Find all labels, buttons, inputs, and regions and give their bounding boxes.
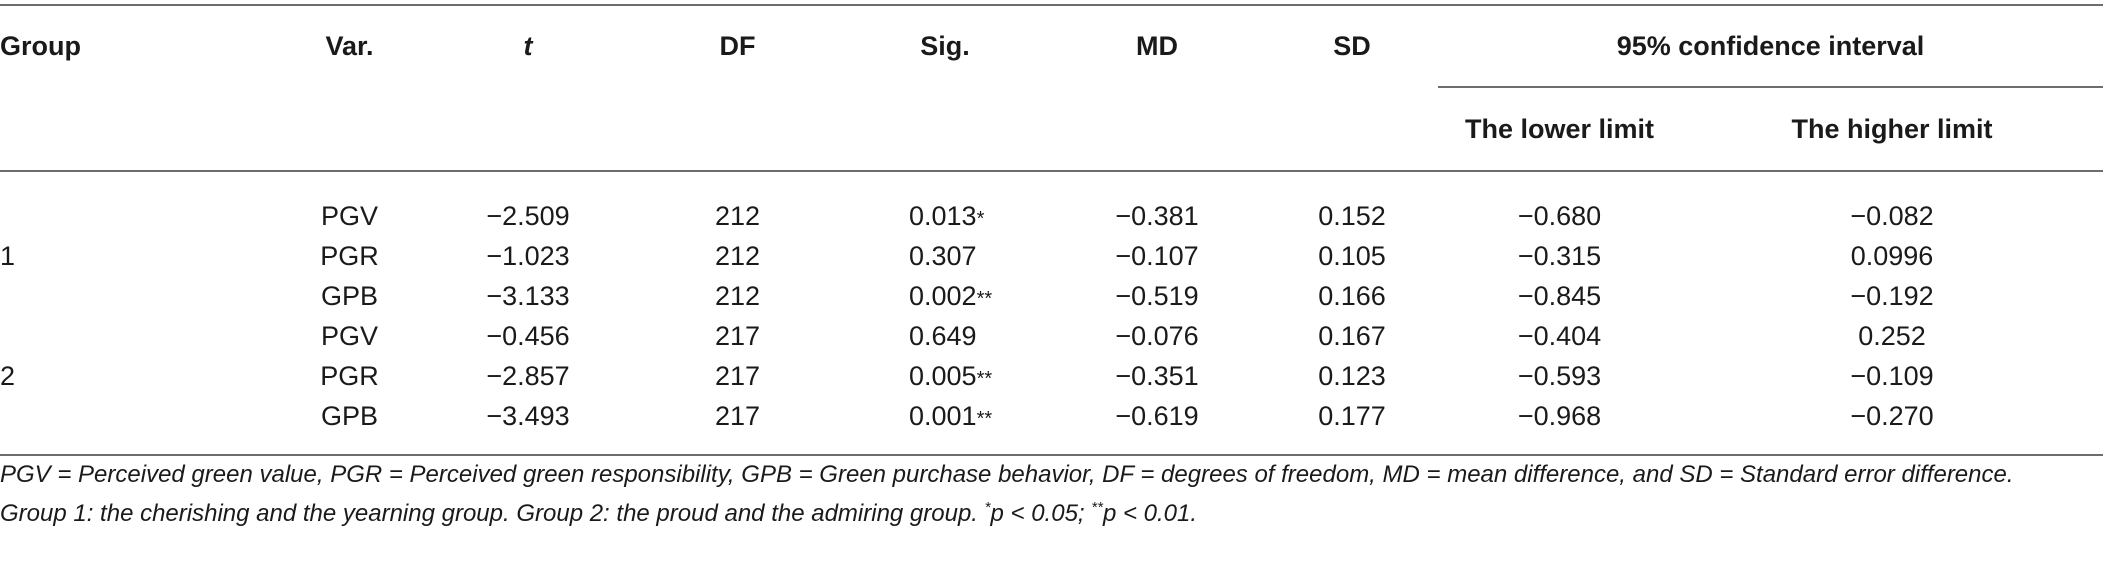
t-cell: −1.023 [486, 240, 570, 271]
group-cell [0, 396, 276, 456]
df-cell: 212 [714, 240, 761, 271]
higher-cell: 0.252 [1858, 320, 1926, 351]
sig-stars: * [976, 207, 985, 230]
higher-cell: −0.192 [1850, 280, 1934, 311]
header-t: t [423, 4, 633, 87]
sig-stars: ** [976, 407, 993, 430]
header-blank [842, 87, 1048, 172]
sig-cell: 0.002** [842, 276, 1048, 316]
header-higher-limit: The higher limit [1681, 87, 2103, 172]
md-cell: −0.381 [1115, 200, 1199, 231]
df-cell: 217 [714, 360, 761, 391]
t-test-table: Group Var. t DF Sig. MD SD 95% confidenc… [0, 4, 2103, 456]
t-cell: −3.133 [486, 280, 570, 311]
header-df: DF [633, 4, 842, 87]
higher-cell: −0.109 [1850, 360, 1934, 391]
var-cell: PGV [320, 320, 379, 351]
table-row: GPB −3.133 212 0.002** −0.519 0.166 −0.8… [0, 276, 2103, 316]
table-footnotes: PGV = Perceived green value, PGR = Perce… [0, 458, 2080, 530]
header-lower-limit: The lower limit [1438, 87, 1681, 172]
sig-cell: 0.013* [842, 171, 1048, 236]
sig-value: 0.013 [909, 200, 977, 231]
t-cell: −2.857 [486, 360, 570, 391]
higher-cell: 0.0996 [1850, 240, 1934, 271]
header-blank [633, 87, 842, 172]
footnote-abbreviations: PGV = Perceived green value, PGR = Perce… [0, 461, 2014, 488]
sd-cell: 0.123 [1318, 360, 1386, 391]
sig-value: 0.001 [909, 400, 977, 431]
lower-cell: −0.968 [1438, 396, 1681, 456]
header-blank [276, 87, 423, 172]
lower-cell: −0.680 [1517, 200, 1602, 231]
md-cell: −0.619 [1048, 396, 1266, 456]
header-group: Group [0, 4, 276, 87]
sig-cell: 0.649 [842, 316, 1048, 356]
df-cell: 217 [633, 396, 842, 456]
var-cell: GPB [276, 396, 423, 456]
header-var: Var. [276, 4, 423, 87]
t-cell: −0.456 [486, 320, 570, 351]
header-sd: SD [1266, 4, 1438, 87]
header-blank [1048, 87, 1266, 172]
sig-stars: ** [976, 367, 993, 390]
table-row: GPB −3.493 217 0.001** −0.619 0.177 −0.9… [0, 396, 2103, 456]
sig-cell: 0.307 [842, 236, 1048, 276]
sig-cell: 0.001** [842, 396, 1048, 456]
lower-cell: −0.845 [1517, 280, 1602, 311]
group-cell [0, 276, 276, 316]
header-blank [0, 87, 276, 172]
header-blank [423, 87, 633, 172]
md-cell: −0.519 [1115, 280, 1199, 311]
group-cell [0, 316, 276, 356]
md-cell: −0.351 [1115, 360, 1199, 391]
table-row: PGV −0.456 217 0.649 −0.076 0.167 −0.404… [0, 316, 2103, 356]
footnote-sig2-text: p < 0.01. [1102, 500, 1198, 527]
sd-cell: 0.166 [1318, 280, 1386, 311]
header-md: MD [1048, 4, 1266, 87]
var-cell: PGR [320, 240, 379, 271]
df-cell: 212 [714, 280, 761, 311]
sig-value: 0.649 [909, 320, 977, 351]
sig-value: 0.005 [909, 360, 977, 391]
footnote-sig1-text: p < 0.05; [990, 500, 1092, 527]
table-row: 2 PGR −2.857 217 0.005** −0.351 0.123 −0… [0, 356, 2103, 396]
group-cell [0, 171, 276, 236]
footnote-groups-text: Group 1: the cherishing and the yearning… [0, 500, 985, 527]
lower-cell: −0.593 [1517, 360, 1602, 391]
sig-value: 0.307 [909, 240, 977, 271]
sig-value: 0.002 [909, 280, 977, 311]
header-confidence-interval: 95% confidence interval [1438, 4, 2103, 88]
t-cell: −2.509 [486, 200, 570, 231]
lower-cell: −0.404 [1517, 320, 1602, 351]
sd-cell: 0.177 [1266, 396, 1438, 456]
table-header: Group Var. t DF Sig. MD SD 95% confidenc… [0, 4, 2103, 172]
sig-cell: 0.005** [842, 356, 1048, 396]
table-row: 1 PGR −1.023 212 0.307 −0.107 0.105 −0.3… [0, 236, 2103, 276]
md-cell: −0.107 [1115, 240, 1199, 271]
footnote-sig1-mark: * [984, 499, 991, 516]
sd-cell: 0.152 [1318, 200, 1386, 231]
footnote-sig2-mark: ** [1091, 499, 1103, 516]
group-cell: 1 [0, 240, 16, 271]
sig-stars: ** [976, 287, 993, 310]
footnote-groups: Group 1: the cherishing and the yearning… [0, 491, 2080, 530]
var-cell: PGR [320, 360, 379, 391]
sd-cell: 0.105 [1318, 240, 1386, 271]
md-cell: −0.076 [1115, 320, 1199, 351]
table-row: PGV −2.509 212 0.013* −0.381 0.152 −0.68… [0, 171, 2103, 236]
higher-cell: −0.270 [1681, 396, 2103, 456]
group-cell: 2 [0, 360, 16, 391]
higher-cell: −0.082 [1850, 200, 1934, 231]
var-cell: GPB [320, 280, 379, 311]
table-body: PGV −2.509 212 0.013* −0.381 0.152 −0.68… [0, 171, 2103, 456]
header-blank [1266, 87, 1438, 172]
sd-cell: 0.167 [1318, 320, 1386, 351]
var-cell: PGV [320, 200, 379, 231]
df-cell: 217 [714, 320, 761, 351]
header-sig: Sig. [842, 4, 1048, 87]
lower-cell: −0.315 [1517, 240, 1602, 271]
t-cell: −3.493 [423, 396, 633, 456]
df-cell: 212 [714, 200, 761, 231]
